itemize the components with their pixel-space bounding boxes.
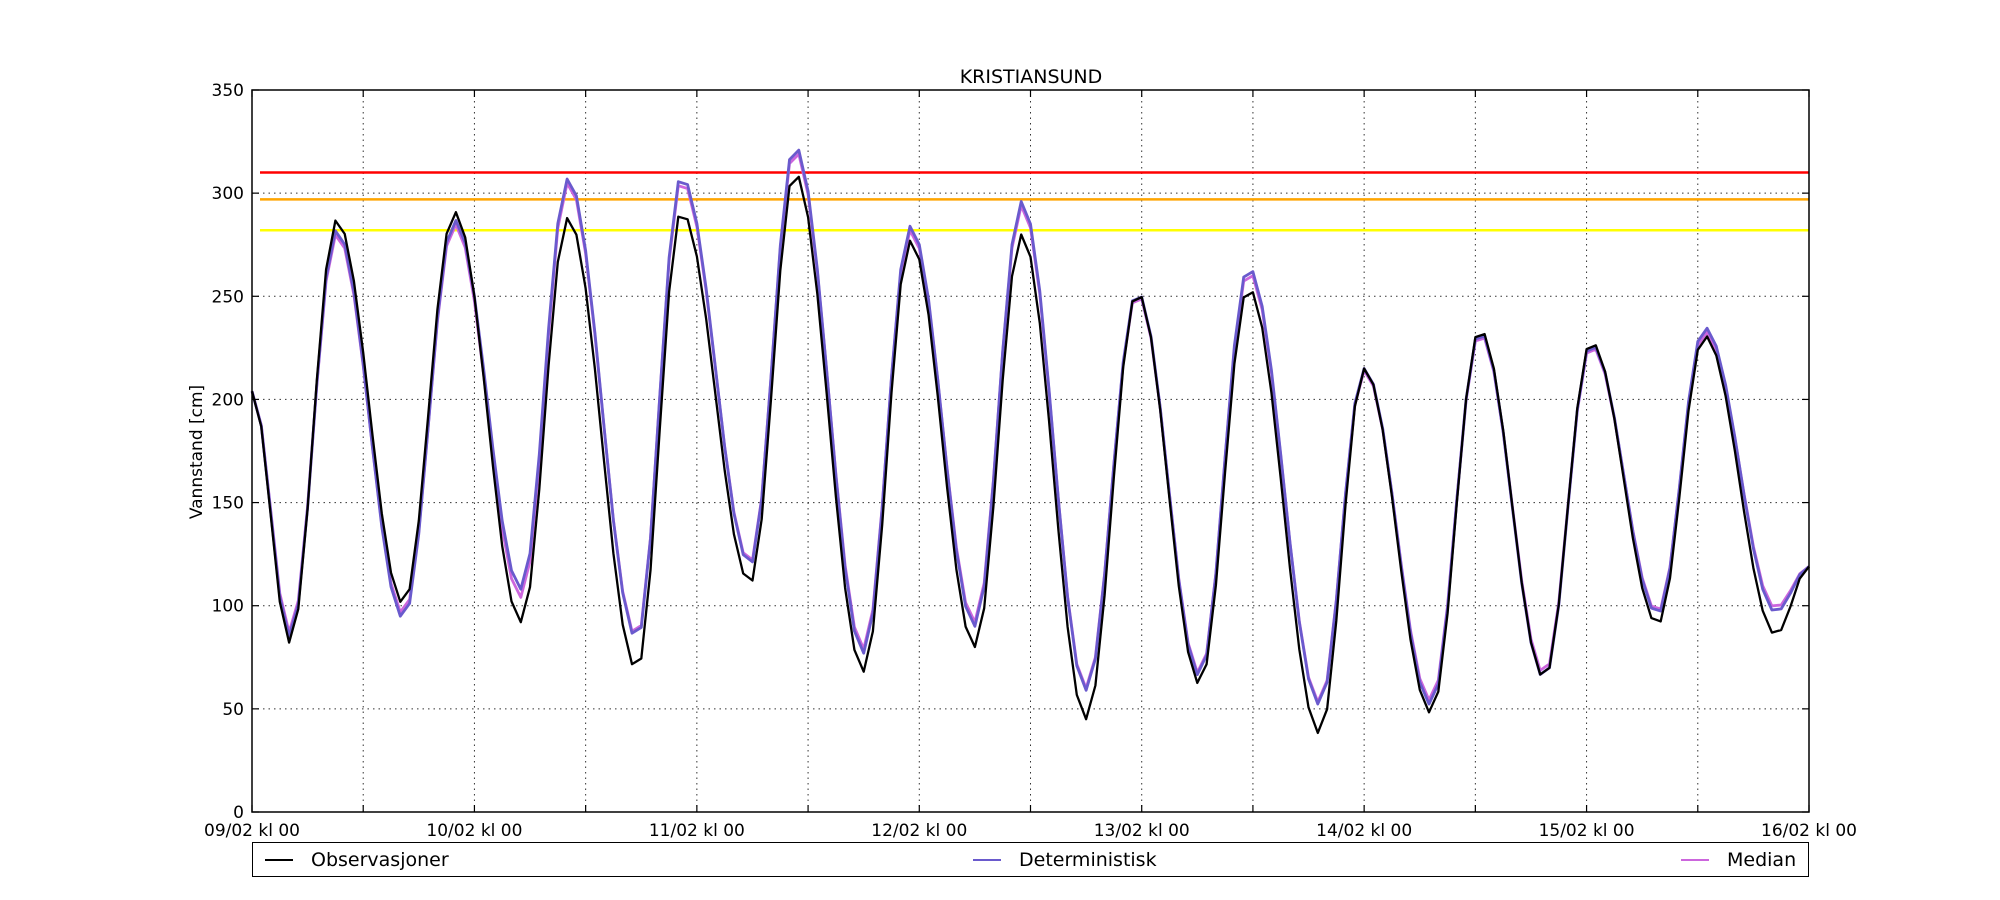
legend-label-deterministisk: Deterministisk xyxy=(1019,848,1157,871)
y-tick-label: 300 xyxy=(212,184,244,204)
x-tick-label: 12/02 kl 00 xyxy=(871,821,967,841)
axis-ticks: 0 50 100 150 200 250 300 350 09/02 kl 00 10/02 kl… xyxy=(204,81,1857,841)
y-axis-label: Vannstand [cm] xyxy=(187,385,207,519)
series-line-observasjoner xyxy=(250,175,1810,735)
x-tick-label: 11/02 kl 00 xyxy=(649,821,745,841)
x-tick-label: 13/02 kl 00 xyxy=(1094,821,1190,841)
legend-swatch-observasjoner xyxy=(265,858,293,861)
legend-item-deterministisk: Deterministisk xyxy=(973,843,1157,876)
x-tick-label: 09/02 kl 00 xyxy=(204,821,300,841)
y-tick-label: 50 xyxy=(222,700,244,720)
series-lines xyxy=(250,148,1810,735)
x-tick-label: 10/02 kl 00 xyxy=(426,821,522,841)
y-tick-label: 250 xyxy=(212,287,244,307)
y-tick-label: 200 xyxy=(212,390,244,410)
y-tick-label: 100 xyxy=(212,597,244,617)
y-tick-label: 350 xyxy=(212,81,244,101)
legend-item-observasjoner: Observasjoner xyxy=(265,843,449,876)
legend-item-median: Median xyxy=(1681,843,1796,876)
y-tick-label: 150 xyxy=(212,494,244,514)
grid-lines xyxy=(252,90,1809,812)
legend: Observasjoner Deterministisk Median xyxy=(252,842,1809,877)
legend-swatch-median xyxy=(1681,858,1709,861)
legend-swatch-deterministisk xyxy=(973,858,1001,861)
y-tick-label: 0 xyxy=(233,803,244,823)
x-tick-label: 15/02 kl 00 xyxy=(1539,821,1635,841)
x-tick-label: 16/02 kl 00 xyxy=(1761,821,1857,841)
chart-title: KRISTIANSUND xyxy=(960,66,1103,88)
legend-label-observasjoner: Observasjoner xyxy=(311,848,449,871)
threshold-lines xyxy=(260,171,1809,232)
x-tick-label: 14/02 kl 00 xyxy=(1316,821,1412,841)
legend-label-median: Median xyxy=(1727,848,1797,871)
